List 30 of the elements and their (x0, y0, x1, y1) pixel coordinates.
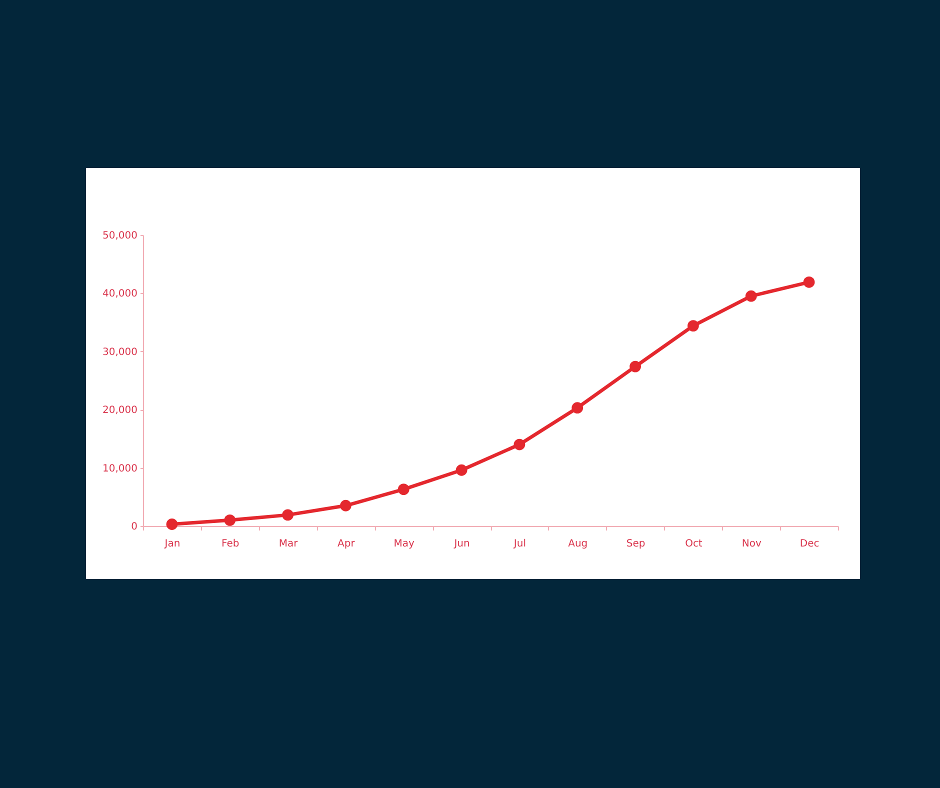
y-tick-label: 10,000 (102, 463, 138, 474)
x-tick-label: Aug (568, 538, 588, 550)
point (514, 438, 526, 450)
point (630, 360, 641, 372)
y-tick-label: 40,000 (102, 288, 138, 300)
point (456, 464, 468, 476)
y-tick-label: 20,000 (102, 405, 138, 416)
x-tick-label: May (394, 538, 415, 550)
y-tick-label: 0 (131, 522, 138, 532)
x-tick-label: Sep (626, 538, 646, 550)
x-tick-label: Jun (453, 538, 470, 550)
point (745, 290, 757, 302)
x-tick-label: Nov (742, 538, 762, 550)
point (224, 514, 236, 526)
x-tick-label: Mar (278, 538, 299, 550)
y-tick-label: 50,000 (102, 230, 138, 242)
point (166, 518, 178, 530)
x-tick-label: Jan (164, 538, 180, 550)
y-tick-label: 30,000 (102, 346, 138, 358)
x-tick-label: Apr (338, 538, 356, 550)
x-tick-label: Jul (512, 538, 526, 550)
point (572, 402, 584, 414)
x-tick-label: Oct (685, 538, 702, 550)
point (340, 500, 352, 512)
point (282, 509, 294, 521)
point (688, 320, 699, 332)
point (803, 276, 815, 288)
x-tick-label: Dec (800, 538, 820, 550)
x-tick-label: Feb (222, 538, 240, 550)
point (398, 484, 410, 496)
